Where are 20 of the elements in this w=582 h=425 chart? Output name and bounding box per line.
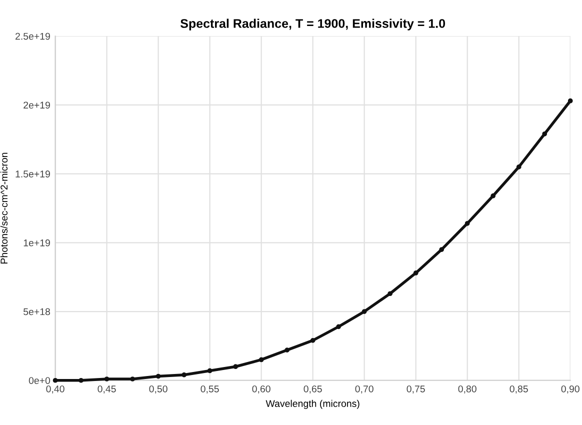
x-tick-label: 0,50 bbox=[149, 385, 168, 394]
x-axis-title: Wavelength (microns) bbox=[266, 400, 360, 409]
y-tick-label: 1.5e+19 bbox=[16, 170, 50, 178]
y-axis-title: Photons/sec-cm^2-micron bbox=[0, 152, 8, 264]
x-tick-label: 0,60 bbox=[252, 385, 270, 394]
x-tick-label: 0,40 bbox=[46, 385, 64, 394]
y-tick-label: 1e+19 bbox=[24, 239, 50, 246]
x-tick-label: 0,55 bbox=[200, 385, 219, 394]
chart-title: Spectral Radiance, T = 1900, Emissivity = 1.0 bbox=[180, 18, 446, 30]
x-tick-label: 0,45 bbox=[98, 385, 116, 394]
y-tick-label: 0e+0 bbox=[28, 377, 50, 384]
y-tick-label: 5e+18 bbox=[24, 308, 50, 316]
x-tick-label: 0,75 bbox=[406, 385, 425, 394]
y-tick-label: 2.5e+19 bbox=[16, 32, 50, 40]
x-tick-label: 0,65 bbox=[304, 385, 322, 394]
y-tick-label: 2e+19 bbox=[24, 102, 50, 109]
x-tick-label: 0,90 bbox=[561, 385, 580, 394]
x-tick-label: 0,85 bbox=[510, 385, 528, 394]
x-tick-label: 0,70 bbox=[355, 385, 374, 394]
x-tick-label: 0,80 bbox=[458, 385, 476, 394]
